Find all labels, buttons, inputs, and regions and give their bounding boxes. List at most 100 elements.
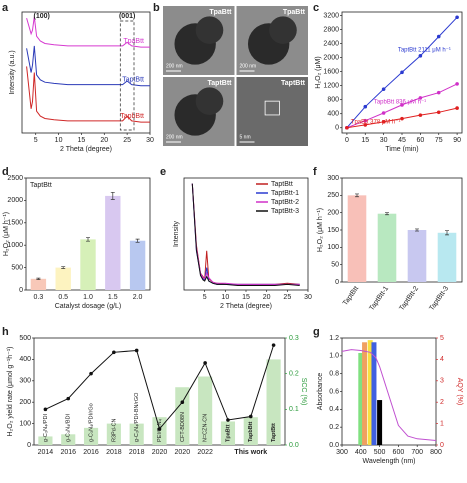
- data-point: [180, 400, 185, 405]
- y2-axis-label: SCC (%): [300, 378, 307, 406]
- image-label: TpaBtt: [283, 9, 306, 16]
- x-tick-label: This work: [234, 449, 267, 456]
- series-label: TaptBtt: [122, 77, 144, 84]
- bar: [437, 232, 457, 282]
- y2-tick-label: 0.3: [289, 335, 299, 342]
- series-line: [341, 349, 437, 441]
- x-tick-label: TaptBtt-3: [428, 285, 450, 312]
- bar-label: g-C₃N₄/PDI/rGo: [88, 403, 94, 442]
- data-point: [112, 350, 116, 355]
- y-tick-label: 0: [27, 442, 31, 449]
- panel-letter: d: [2, 166, 9, 178]
- x-tick-label: 2018: [106, 449, 122, 456]
- bar: [61, 434, 76, 445]
- scale-bar-label: 5 nm: [240, 134, 251, 140]
- x-tick-label: 10: [55, 137, 63, 144]
- y-axis-label: H₂O₂ (μM): [315, 56, 322, 88]
- bar-label: CFT-BD08N: [180, 412, 186, 442]
- y-tick-label: 400: [327, 111, 339, 118]
- x-axis-label: 2 Theta (degree): [60, 146, 112, 153]
- particle: [269, 16, 297, 44]
- bar: [243, 417, 258, 445]
- x-tick-label: TaptBtt-1: [368, 285, 390, 312]
- bar: [266, 359, 281, 445]
- x-tick-label: 2020: [175, 449, 191, 456]
- x-tick-label: 5: [203, 294, 207, 301]
- series-label: TpaBtt: [123, 38, 144, 45]
- data-point: [381, 119, 386, 124]
- panel-letter: g: [313, 326, 320, 338]
- y-tick-label: 300: [327, 175, 339, 182]
- aqy-bar: [362, 342, 368, 445]
- error-bar: [86, 237, 90, 242]
- data-point: [455, 82, 459, 86]
- legend-label: TaptBtt: [271, 181, 293, 188]
- y-tick-label: 0.4: [329, 406, 339, 413]
- y2-tick-label: 4: [440, 356, 444, 363]
- y-tick-label: 0: [335, 125, 339, 132]
- data-point: [455, 15, 459, 20]
- scale-bar-label: 200 nm: [166, 134, 183, 140]
- data-point: [436, 34, 441, 39]
- y-tick-label: 0.6: [329, 388, 339, 395]
- series-label: TpaBtt 378 μM h⁻¹: [351, 119, 401, 125]
- bar-label: N=CZN-CN: [203, 414, 209, 442]
- legend-label: TaptBtt-3: [271, 208, 299, 215]
- error-bar: [110, 191, 115, 200]
- x-axis-label: 2 Theta (degree): [220, 303, 272, 310]
- x-tick-label: 25: [123, 137, 131, 144]
- y-tick-label: 2000: [323, 54, 339, 61]
- y-axis-label: H₂O₂ (μM h⁻¹): [3, 212, 10, 256]
- y-tick-label: 1000: [7, 242, 23, 249]
- x-tick-label: 0: [345, 137, 349, 144]
- data-point: [436, 90, 441, 95]
- data-point: [345, 125, 349, 130]
- data-point: [157, 427, 162, 431]
- series-line: [45, 344, 275, 430]
- y-tick-label: 1500: [7, 220, 23, 227]
- bar: [347, 195, 367, 282]
- error-bar: [415, 228, 419, 232]
- bar: [83, 427, 99, 445]
- x-tick-label: 2022: [197, 449, 213, 456]
- error-bar: [445, 230, 449, 236]
- panel-letter: c: [313, 2, 319, 14]
- x-tick-label: 30: [380, 137, 388, 144]
- micrograph: [236, 77, 308, 146]
- x-tick-label: 25: [283, 294, 291, 301]
- bar: [30, 278, 47, 290]
- bar: [220, 421, 236, 445]
- image-label: TaptBtt: [208, 80, 233, 87]
- bar-label: g-C₃N₄/PDI: [43, 414, 49, 442]
- y-tick-label: 1.0: [329, 353, 339, 360]
- data-point: [381, 87, 386, 91]
- panel-letter: b: [153, 2, 160, 14]
- x-tick-label: 2020: [152, 449, 168, 456]
- image-label: TaptBtt: [281, 80, 306, 87]
- y2-tick-label: 0: [440, 442, 444, 449]
- bar: [175, 387, 190, 445]
- bar: [407, 230, 427, 282]
- y2-tick-label: 0.1: [289, 406, 299, 413]
- x-tick-label: 1.5: [108, 294, 118, 301]
- aqy-bar: [371, 342, 377, 445]
- plot-frame: [341, 337, 437, 446]
- y-tick-label: 1600: [323, 68, 339, 75]
- bar: [80, 239, 96, 290]
- x-tick-label: 2016: [60, 449, 76, 456]
- y-tick-label: 100: [19, 420, 31, 427]
- data-point: [363, 104, 368, 109]
- x-tick-label: 2016: [83, 449, 99, 456]
- y-tick-label: 0: [335, 279, 339, 286]
- series-label: TapbBtt: [120, 113, 144, 120]
- y-tick-label: 50: [331, 262, 339, 269]
- x-tick-label: 2.0: [133, 294, 143, 301]
- data-point: [400, 103, 404, 107]
- x-tick-label: 600: [393, 449, 405, 456]
- y-tick-label: 3200: [323, 12, 339, 19]
- series-line: [26, 16, 150, 48]
- bar: [129, 240, 146, 290]
- x-tick-label: 15: [361, 137, 369, 144]
- x-tick-label: 0.3: [34, 294, 44, 301]
